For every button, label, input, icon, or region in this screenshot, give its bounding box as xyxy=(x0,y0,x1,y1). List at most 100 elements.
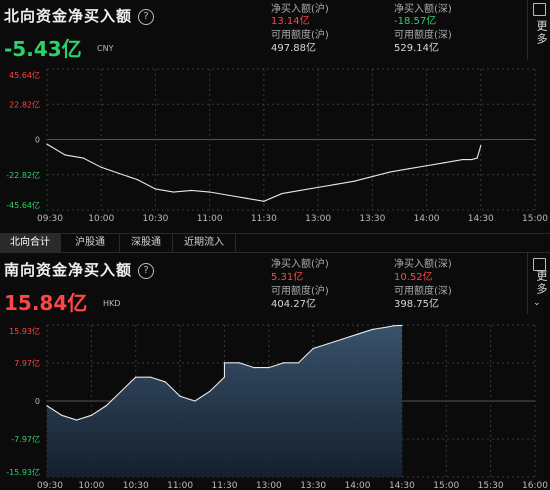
y-tick-label: -15.93亿 xyxy=(6,467,40,477)
external-link-icon[interactable] xyxy=(533,258,546,271)
x-tick-label: 14:00 xyxy=(414,214,440,224)
data-point xyxy=(471,158,473,161)
south-more-button[interactable]: 更多 xyxy=(535,270,548,296)
south-sh-value: 5.31亿 xyxy=(271,272,304,283)
south-net-value: 15.84亿 xyxy=(4,291,88,315)
data-point xyxy=(407,168,410,170)
data-point xyxy=(149,376,152,378)
data-point xyxy=(462,158,464,161)
north-more-button[interactable]: 更多 xyxy=(535,20,548,46)
south-sh-quota-label: 可用额度(沪) xyxy=(271,286,329,297)
south-sh-label: 净买入额(沪) xyxy=(271,259,329,270)
data-point xyxy=(46,405,48,407)
data-point xyxy=(299,189,301,192)
data-point xyxy=(136,179,138,181)
external-link-icon[interactable] xyxy=(533,3,546,16)
x-tick-label: 10:00 xyxy=(78,481,104,490)
data-point xyxy=(342,338,344,340)
data-point xyxy=(335,183,337,185)
north-sh-label: 净买入额(沪) xyxy=(271,4,329,15)
south-side-bar: 更多 ⌄ xyxy=(527,252,550,314)
north-title: 北向资金净买入额? xyxy=(4,5,155,26)
south-sz-value: 10.52亿 xyxy=(394,272,433,283)
help-icon[interactable]: ? xyxy=(138,9,155,25)
data-point xyxy=(353,180,355,182)
data-point xyxy=(245,197,247,199)
x-tick-label: 10:30 xyxy=(123,481,149,490)
data-point xyxy=(401,324,403,327)
data-point xyxy=(120,390,122,393)
data-point xyxy=(281,192,283,195)
data-point xyxy=(135,376,137,378)
y-tick-label: 22.82亿 xyxy=(9,99,40,109)
y-tick-label: 45.64亿 xyxy=(9,70,40,80)
x-tick-label: 14:00 xyxy=(345,481,371,490)
south-sz-label: 净买入额(深) xyxy=(394,259,452,270)
data-point xyxy=(393,325,396,327)
data-point xyxy=(105,405,107,407)
south-chart: 15.93亿 7.97亿 0 -7.97亿 -15.93亿 09:30 10:00 10:30… xyxy=(6,324,548,490)
data-point xyxy=(64,154,66,156)
area-fill xyxy=(47,325,402,477)
data-point xyxy=(283,362,285,364)
x-tick-label: 11:00 xyxy=(197,214,223,224)
data-point xyxy=(356,333,359,335)
data-point xyxy=(90,414,92,416)
x-tick-label: 10:00 xyxy=(88,214,114,224)
tab-shenzhen-connect[interactable]: 深股通 xyxy=(120,234,173,252)
x-tick-label: 09:30 xyxy=(37,481,63,490)
data-point xyxy=(476,157,478,159)
north-sh-quota-value: 497.88亿 xyxy=(271,43,316,54)
x-tick-label: 10:30 xyxy=(142,214,168,224)
tab-north-total[interactable]: 北向合计 xyxy=(0,234,61,252)
x-tick-label: 14:30 xyxy=(468,214,494,224)
data-point xyxy=(227,194,229,196)
tab-shanghai-connect[interactable]: 沪股通 xyxy=(61,234,120,252)
data-point xyxy=(209,390,211,393)
data-point xyxy=(297,362,299,364)
series-line xyxy=(46,143,482,202)
x-tick-label: 15:00 xyxy=(433,481,459,490)
y-tick-label: -22.82亿 xyxy=(6,170,40,180)
south-title-text: 南向资金净买入额 xyxy=(4,261,133,279)
data-point xyxy=(480,145,482,147)
x-tick-label: 15:30 xyxy=(478,481,504,490)
south-title: 南向资金净买入额? xyxy=(4,259,155,280)
data-point xyxy=(46,143,48,145)
data-point xyxy=(312,347,314,350)
data-point xyxy=(61,414,63,416)
south-panel: 南向资金净买入额? 15.84亿 HKD 净买入额(沪) 5.31亿 可用额度(… xyxy=(0,252,550,490)
data-point xyxy=(371,175,373,178)
data-point xyxy=(223,362,226,364)
data-point xyxy=(444,162,446,164)
north-title-text: 北向资金净买入额 xyxy=(4,7,133,25)
data-point xyxy=(209,191,211,193)
data-point xyxy=(263,200,265,202)
north-panel: 北向资金净买入额? -5.43亿 CNY 净买入额(沪) 13.14亿 可用额度… xyxy=(0,0,550,233)
y-tick-label: 0 xyxy=(35,397,40,406)
data-point xyxy=(172,191,175,193)
data-point xyxy=(100,166,102,168)
data-point xyxy=(164,381,166,383)
data-point xyxy=(268,367,270,369)
north-sz-label: 净买入额(深) xyxy=(394,4,452,15)
north-net-value: -5.43亿 xyxy=(4,37,82,61)
south-currency: HKD xyxy=(103,299,121,308)
x-tick-label: 13:00 xyxy=(256,481,282,490)
data-point xyxy=(317,186,319,188)
y-tick-label: 15.93亿 xyxy=(9,326,40,336)
y-tick-label: 7.97亿 xyxy=(14,358,40,368)
north-sh-value: 13.14亿 xyxy=(271,16,310,27)
data-point xyxy=(386,326,388,328)
x-tick-label: 13:00 xyxy=(305,214,331,224)
data-point xyxy=(154,188,157,190)
tab-recent-inflow[interactable]: 近期流入 xyxy=(173,234,236,252)
south-sh-quota-value: 404.27亿 xyxy=(271,299,316,310)
chevron-down-icon[interactable]: ⌄ xyxy=(533,298,541,308)
x-tick-label: 13:30 xyxy=(300,481,326,490)
help-icon[interactable]: ? xyxy=(138,263,155,279)
data-point xyxy=(238,362,240,364)
north-side-bar: 更多 xyxy=(527,0,550,60)
x-tick-label: 16:00 xyxy=(522,481,548,490)
data-point xyxy=(190,189,193,192)
